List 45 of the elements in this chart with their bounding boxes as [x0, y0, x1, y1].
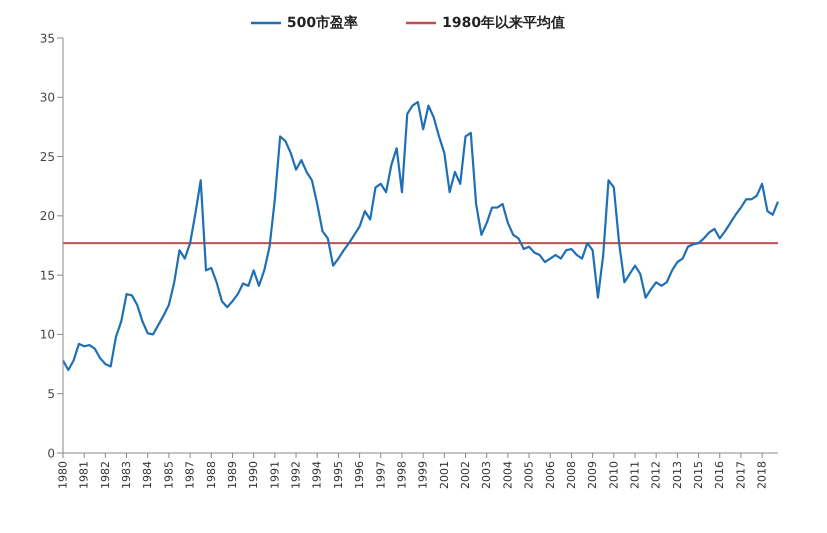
y-tick-label: 30 [40, 90, 55, 105]
y-tick-label: 35 [40, 31, 55, 46]
x-tick-label: 1999 [416, 461, 430, 489]
x-tick-label: 2005 [522, 461, 536, 489]
line-series [62, 100, 780, 372]
x-tick-label: 2017 [734, 461, 748, 489]
x-tick-label: 1982 [98, 461, 112, 489]
x-tick-label: 2015 [692, 461, 706, 489]
x-tick-label: 1987 [184, 461, 197, 489]
x-tick-label: 2016 [713, 461, 726, 489]
x-tick-label: 1988 [204, 461, 218, 489]
x-tick-label: 1984 [141, 461, 154, 489]
legend-label: 1980年以来平均值 [442, 14, 566, 32]
x-tick-label: 2018 [756, 461, 769, 489]
x-tick-label: 1990 [247, 461, 260, 489]
legend-label: 500市盈率 [286, 14, 358, 32]
x-tick-label: 1998 [395, 461, 408, 489]
y-tick-label: 10 [40, 328, 55, 342]
y-tick-label: 0 [47, 446, 55, 460]
x-tick-label: 1985 [162, 461, 176, 489]
x-tick-label: 2001 [438, 461, 451, 489]
x-tick-label: 1981 [78, 461, 91, 489]
x-tick-label: 2004 [501, 461, 514, 489]
x-tick-label: 1989 [226, 461, 239, 489]
x-tick-label: 1997 [374, 461, 388, 489]
x-tick-label: 2009 [586, 461, 600, 489]
x-tick-label: 2012 [650, 461, 663, 489]
x-tick-label: 2006 [544, 461, 557, 489]
y-tick-label: 15 [40, 268, 55, 282]
x-tick-label: 1992 [290, 461, 303, 489]
x-tick-label: 2008 [564, 461, 578, 489]
y-tick-label: 5 [47, 386, 55, 401]
x-tick-label: 2010 [607, 461, 620, 489]
x-tick-label: 1994 [310, 461, 324, 489]
x-tick-label: 1983 [120, 461, 134, 489]
x-tick-label: 1995 [332, 461, 345, 489]
x-tick-label: 2003 [480, 461, 494, 489]
x-tick-label: 1991 [268, 461, 282, 489]
x-tick-label: 1996 [353, 461, 366, 489]
x-tick-label: 2011 [628, 461, 642, 489]
y-tick-label: 20 [40, 209, 55, 224]
x-tick-label: 2002 [459, 461, 472, 489]
x-tick-label: 2013 [670, 461, 684, 489]
x-tick-label: 1980 [56, 461, 70, 489]
y-tick-label: 25 [40, 150, 55, 164]
